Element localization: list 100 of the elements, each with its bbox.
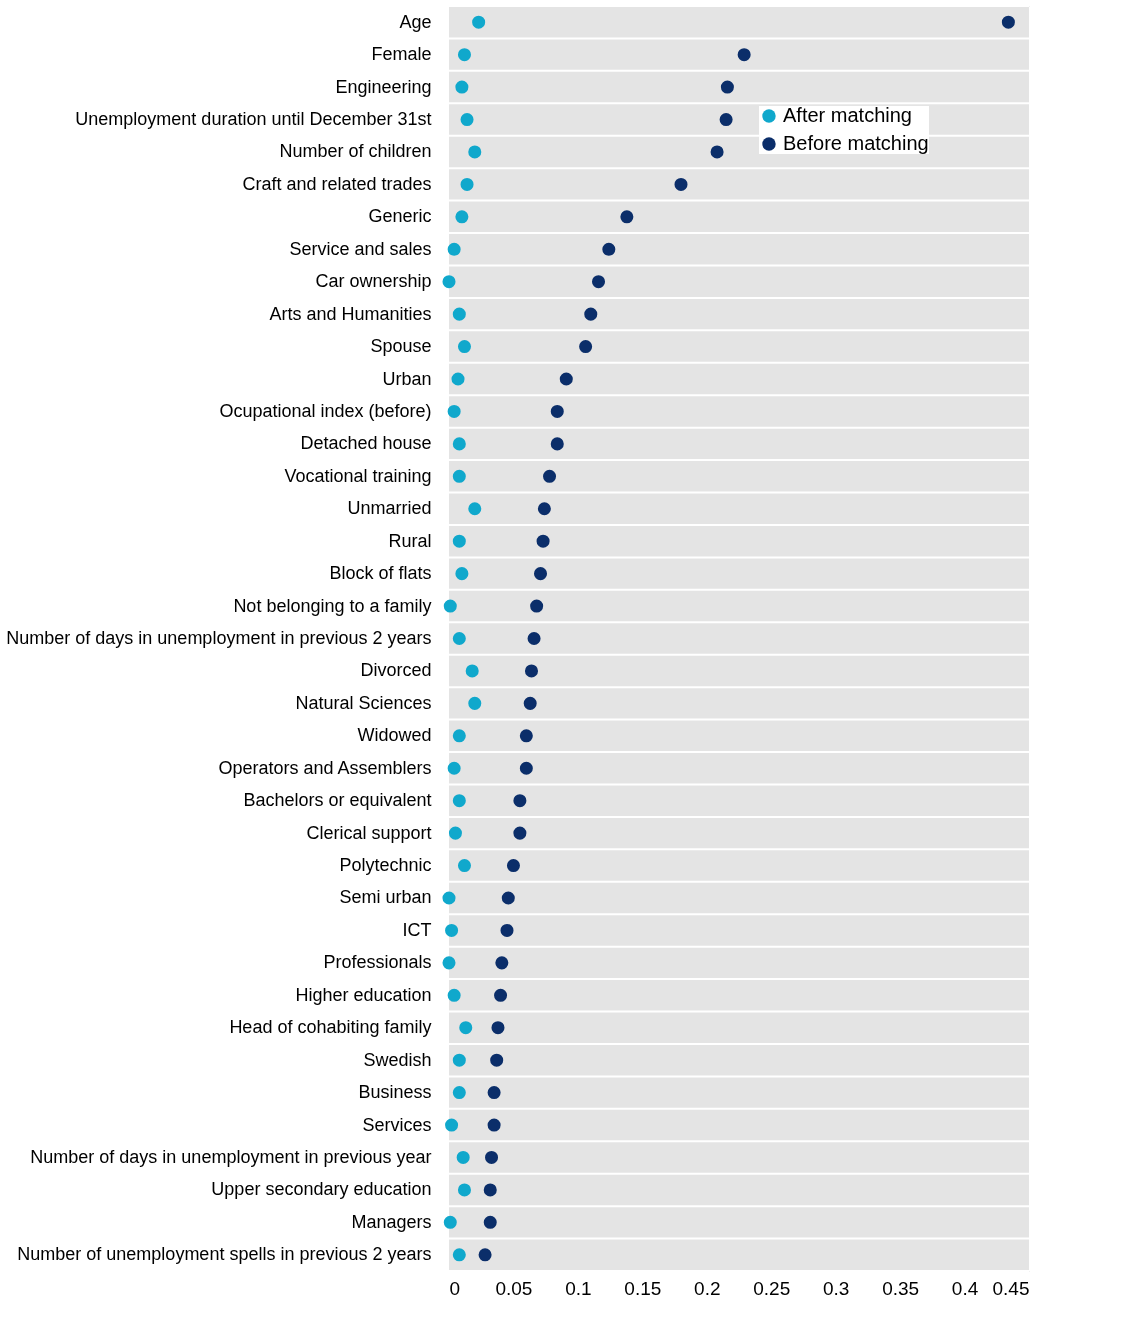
point (737, 48, 751, 62)
y-tick-label: Widowed (357, 725, 432, 746)
x-tick-label: 0.1 (565, 1277, 592, 1299)
point (501, 891, 515, 905)
x-tick-label: 0.25 (753, 1277, 791, 1299)
x-tick-label: 0.05 (495, 1277, 533, 1299)
point (491, 1021, 505, 1035)
point (452, 469, 466, 483)
point (490, 1053, 504, 1067)
y-tick-label: Polytechnic (339, 855, 432, 876)
y-tick-label: Professionals (323, 952, 432, 973)
y-tick-label: Number of days in unemployment in previous year (30, 1146, 432, 1167)
legend-label: Before matching (783, 132, 929, 154)
y-tick-label: Semi urban (339, 887, 432, 908)
point (719, 113, 733, 127)
x-tick-label: 0.2 (694, 1277, 721, 1299)
point (447, 988, 461, 1002)
point (451, 372, 465, 386)
point (536, 534, 550, 548)
y-tick-label: Divorced (360, 660, 432, 681)
x-tick-label: 0.35 (882, 1277, 920, 1299)
y-tick-label: Higher education (295, 984, 432, 1005)
point (452, 1086, 466, 1100)
point (468, 696, 482, 710)
y-tick-label: Business (358, 1082, 432, 1103)
y-tick-label: Engineering (335, 76, 432, 97)
point (550, 404, 564, 418)
point (483, 1215, 497, 1229)
y-tick-label: Generic (368, 206, 432, 227)
point (537, 502, 551, 516)
x-tick-label: 0.45 (992, 1277, 1030, 1299)
point (465, 664, 479, 678)
point (513, 794, 527, 808)
y-tick-label: Car ownership (315, 271, 432, 292)
point (452, 1053, 466, 1067)
point (452, 307, 466, 321)
point (452, 631, 466, 646)
point (459, 1021, 473, 1035)
point (519, 729, 533, 743)
point (447, 761, 461, 775)
x-tick-label: 0.15 (624, 1277, 662, 1299)
y-tick-label: Number of unemployment spells in previous 2 years (17, 1244, 432, 1265)
point (452, 729, 466, 743)
point (460, 177, 474, 191)
x-tick-label: 0.4 (951, 1277, 979, 1299)
point (445, 1118, 459, 1132)
point (457, 1183, 471, 1197)
point (1001, 15, 1015, 29)
point (494, 988, 508, 1002)
point (602, 242, 616, 256)
point (455, 210, 469, 224)
point (485, 1150, 499, 1164)
point (445, 923, 459, 937)
point (452, 437, 466, 451)
point (500, 923, 514, 937)
point (487, 1118, 501, 1132)
y-tick-label: ICT (402, 919, 432, 940)
point (452, 534, 466, 548)
point (457, 859, 471, 873)
y-tick-label: Bachelors or equivalent (243, 790, 432, 811)
point (523, 696, 537, 710)
y-tick-label: Block of flats (329, 563, 432, 584)
y-tick-label: Head of cohabiting family (229, 1017, 432, 1038)
y-tick-label: Clerical support (306, 822, 432, 843)
point (591, 275, 606, 289)
point (443, 599, 457, 613)
point (442, 275, 456, 289)
y-tick-label: Vocational training (284, 465, 432, 486)
point (584, 307, 598, 321)
point (579, 340, 593, 354)
point (543, 469, 557, 483)
y-tick-label: Natural Sciences (295, 692, 432, 713)
point (472, 15, 486, 29)
point (456, 1150, 470, 1164)
point (506, 859, 520, 873)
point (524, 664, 539, 678)
point (710, 145, 724, 159)
point (455, 80, 469, 94)
y-tick-label: Services (362, 1114, 432, 1135)
y-tick-label: Female (371, 44, 432, 65)
point (443, 1215, 457, 1229)
y-tick-label: Ocupational index (before) (219, 400, 432, 421)
y-tick-label: Operators and Assemblers (218, 757, 432, 778)
y-tick-label: Urban (382, 368, 432, 389)
point (457, 340, 471, 354)
x-tick-label: 0.3 (822, 1277, 850, 1299)
point (447, 404, 461, 418)
y-tick-label: Age (399, 11, 432, 32)
y-tick-label: Unemployment duration until December 31st (75, 109, 432, 130)
y-tick-label: Detached house (300, 433, 432, 454)
point (468, 145, 482, 159)
point (674, 177, 688, 191)
point (530, 599, 544, 613)
point (533, 567, 548, 581)
point (455, 567, 469, 581)
y-tick-label: Unmarried (347, 498, 432, 519)
y-tick-label: Number of children (279, 141, 432, 162)
y-tick-label: Spouse (370, 336, 432, 357)
y-tick-label: Craft and related trades (242, 173, 432, 194)
y-tick-label: Service and sales (289, 238, 432, 259)
